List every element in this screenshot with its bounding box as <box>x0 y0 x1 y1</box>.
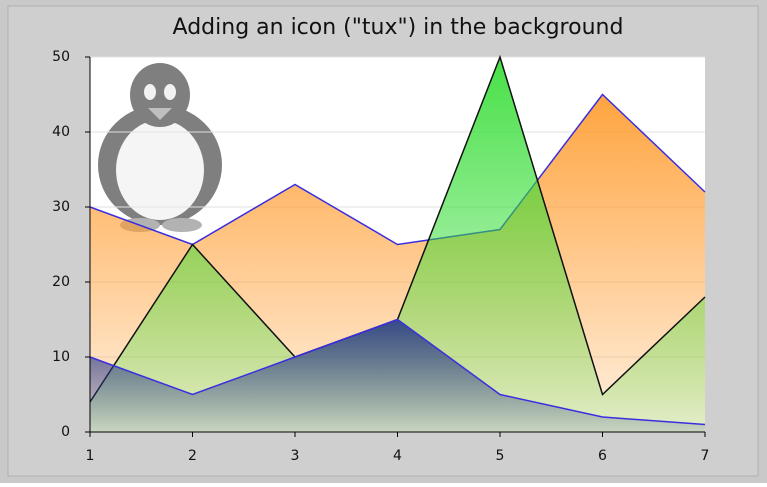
x-tick-label: 7 <box>701 448 710 464</box>
x-tick-label: 6 <box>598 448 607 464</box>
y-tick-label: 40 <box>52 124 70 140</box>
x-tick-label: 5 <box>496 448 505 464</box>
y-tick-label: 30 <box>52 199 70 215</box>
y-tick-label: 50 <box>52 49 70 65</box>
area <box>90 57 705 432</box>
x-tick-label: 2 <box>188 448 197 464</box>
x-tick-label: 4 <box>393 448 402 464</box>
y-tick-label: 20 <box>52 274 70 290</box>
area-line <box>89 318 706 426</box>
area <box>90 319 705 432</box>
y-tick-label: 0 <box>61 424 70 440</box>
tux-icon <box>98 63 222 232</box>
chart-title: Adding an icon ("tux") in the background <box>173 15 624 40</box>
x-tick-label: 3 <box>291 448 300 464</box>
x-tick-label: 1 <box>86 448 95 464</box>
y-tick-label: 10 <box>52 349 70 365</box>
